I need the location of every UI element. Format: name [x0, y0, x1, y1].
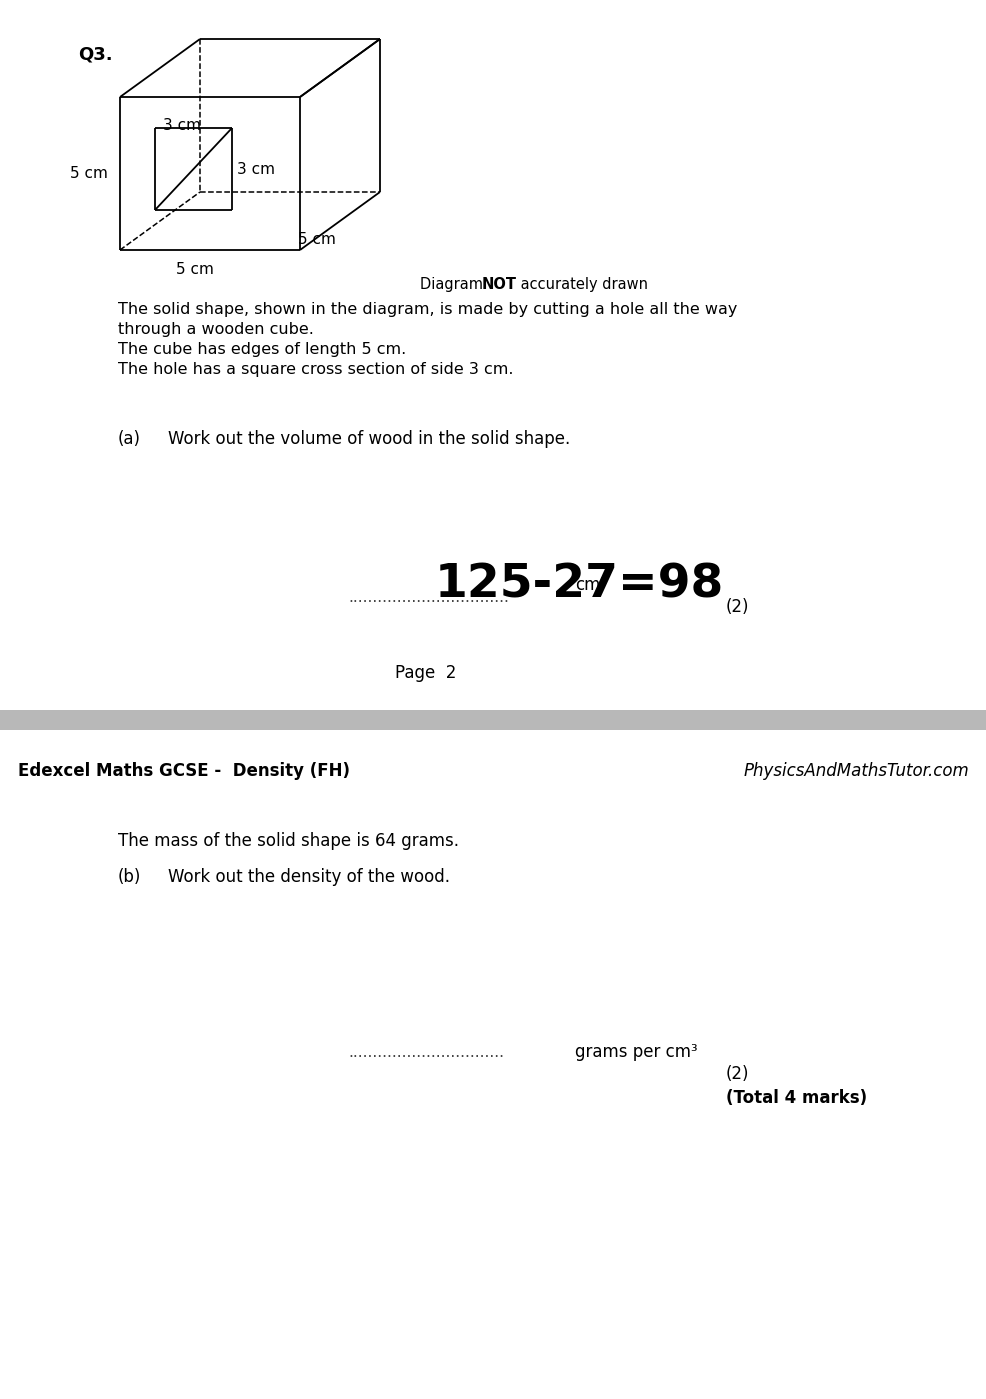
Text: accurately drawn: accurately drawn — [516, 277, 648, 292]
Bar — [0, 711, 986, 730]
Text: (b): (b) — [118, 867, 141, 886]
Text: (Total 4 marks): (Total 4 marks) — [726, 1088, 867, 1107]
Text: PhysicsAndMathsTutor.com: PhysicsAndMathsTutor.com — [742, 762, 968, 781]
Text: (2): (2) — [726, 1065, 748, 1083]
Text: Page  2: Page 2 — [394, 665, 456, 681]
Text: 125-27=98: 125-27=98 — [435, 562, 724, 609]
Text: The mass of the solid shape is 64 grams.: The mass of the solid shape is 64 grams. — [118, 832, 458, 851]
Text: NOT: NOT — [481, 277, 517, 292]
Text: 5 cm: 5 cm — [70, 166, 107, 182]
Text: The cube has edges of length 5 cm.: The cube has edges of length 5 cm. — [118, 341, 406, 357]
Text: 5 cm: 5 cm — [176, 262, 214, 277]
Text: grams per cm³: grams per cm³ — [575, 1044, 697, 1060]
Text: Work out the volume of wood in the solid shape.: Work out the volume of wood in the solid… — [168, 429, 570, 448]
Text: 5 cm: 5 cm — [298, 232, 335, 248]
Text: (2): (2) — [726, 597, 748, 616]
Text: Work out the density of the wood.: Work out the density of the wood. — [168, 867, 450, 886]
Text: through a wooden cube.: through a wooden cube. — [118, 322, 314, 337]
Text: 3 cm: 3 cm — [237, 162, 275, 178]
Text: The hole has a square cross section of side 3 cm.: The hole has a square cross section of s… — [118, 362, 513, 376]
Text: 3 cm: 3 cm — [163, 118, 201, 133]
Text: ................................: ................................ — [348, 1045, 504, 1060]
Text: Diagram: Diagram — [420, 277, 487, 292]
Text: (a): (a) — [118, 429, 141, 448]
Text: Edexcel Maths GCSE -  Density (FH): Edexcel Maths GCSE - Density (FH) — [18, 762, 350, 781]
Text: .................................: ................................. — [348, 590, 509, 604]
Text: The solid shape, shown in the diagram, is made by cutting a hole all the way: The solid shape, shown in the diagram, i… — [118, 302, 737, 318]
Text: cm³: cm³ — [575, 576, 606, 595]
Text: Q3.: Q3. — [78, 46, 112, 64]
